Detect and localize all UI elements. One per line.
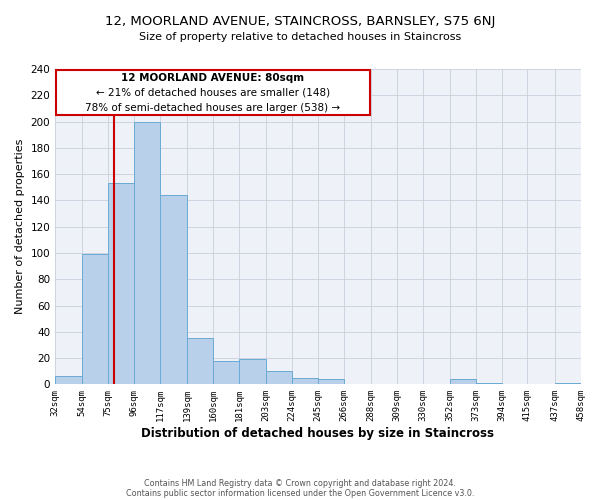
Text: 78% of semi-detached houses are larger (538) →: 78% of semi-detached houses are larger (… (85, 102, 341, 113)
Bar (554, 383, 581, 384)
Bar (55, 376, 82, 384)
Text: Contains public sector information licensed under the Open Government Licence v3: Contains public sector information licen… (126, 488, 474, 498)
Bar (476, 383, 502, 384)
Bar (213, 360, 239, 384)
Text: 12, MOORLAND AVENUE, STAINCROSS, BARNSLEY, S75 6NJ: 12, MOORLAND AVENUE, STAINCROSS, BARNSLE… (105, 15, 495, 28)
Bar (318, 379, 344, 384)
Bar (108, 184, 134, 384)
Y-axis label: Number of detached properties: Number of detached properties (15, 139, 25, 314)
Text: 12 MOORLAND AVENUE: 80sqm: 12 MOORLAND AVENUE: 80sqm (121, 73, 305, 83)
FancyBboxPatch shape (56, 70, 370, 115)
Bar (187, 338, 213, 384)
Text: Size of property relative to detached houses in Staincross: Size of property relative to detached ho… (139, 32, 461, 42)
X-axis label: Distribution of detached houses by size in Staincross: Distribution of detached houses by size … (142, 427, 494, 440)
Bar (266, 371, 292, 384)
Bar (82, 254, 108, 384)
Text: ← 21% of detached houses are smaller (148): ← 21% of detached houses are smaller (14… (96, 88, 330, 98)
Bar (292, 378, 318, 384)
Bar (160, 195, 187, 384)
Bar (134, 122, 160, 384)
Bar (450, 379, 476, 384)
Text: Contains HM Land Registry data © Crown copyright and database right 2024.: Contains HM Land Registry data © Crown c… (144, 478, 456, 488)
Bar (239, 360, 266, 384)
